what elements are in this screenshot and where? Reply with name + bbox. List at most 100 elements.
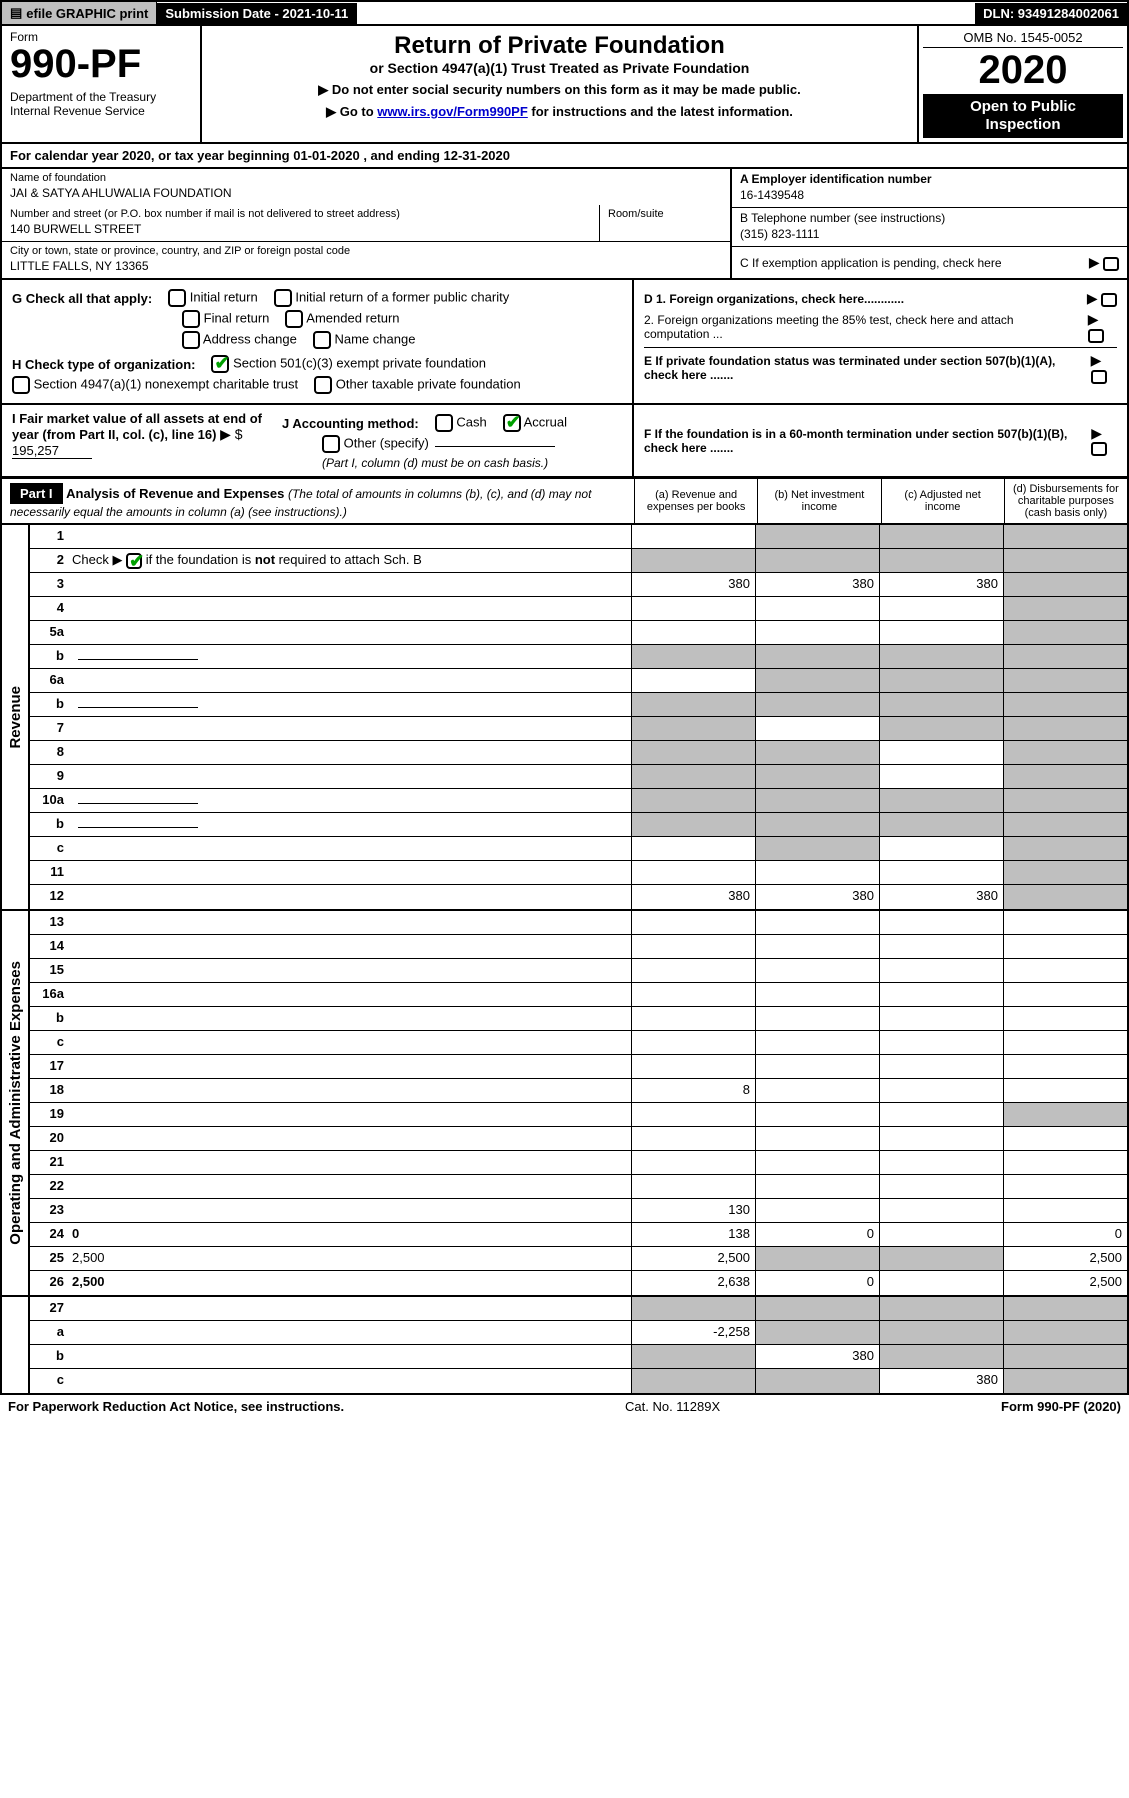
- cell-a: [631, 1055, 755, 1078]
- line-description: [68, 1369, 631, 1393]
- line-number: 5a: [30, 621, 68, 644]
- cell-d: 2,500: [1003, 1271, 1127, 1295]
- line-description: 2,500: [68, 1271, 631, 1295]
- cell-c: [879, 1223, 1003, 1246]
- table-row: 17: [30, 1055, 1127, 1079]
- table-row: 13: [30, 911, 1127, 935]
- line-number: 2: [30, 549, 68, 572]
- j-note: (Part I, column (d) must be on cash basi…: [282, 456, 622, 470]
- checkbox-c[interactable]: [1103, 257, 1119, 271]
- cell-d: [1003, 1345, 1127, 1368]
- goto-prefix: ▶ Go to: [326, 104, 377, 119]
- line-description: [68, 911, 631, 934]
- cell-c: [879, 1127, 1003, 1150]
- line-number: 8: [30, 741, 68, 764]
- table-row: 9: [30, 765, 1127, 789]
- cell-b: [755, 1369, 879, 1393]
- checkbox-501c3[interactable]: [211, 355, 229, 373]
- cell-b: [755, 1031, 879, 1054]
- d1-label: D 1. Foreign organizations, check here..…: [644, 292, 904, 306]
- checkbox-name-change[interactable]: [313, 331, 331, 349]
- line-number: b: [30, 813, 68, 836]
- line-number: 14: [30, 935, 68, 958]
- line-number: 16a: [30, 983, 68, 1006]
- open-public-badge: Open to Public Inspection: [923, 94, 1123, 138]
- cell-b: [755, 525, 879, 548]
- cell-a: [631, 693, 755, 716]
- cell-a: 130: [631, 1199, 755, 1222]
- checkbox-accrual[interactable]: [503, 414, 521, 432]
- efile-label: efile GRAPHIC print: [26, 6, 148, 21]
- line-number: 12: [30, 885, 68, 909]
- cell-d: [1003, 621, 1127, 644]
- cell-d: [1003, 935, 1127, 958]
- line-description: 0: [68, 1223, 631, 1246]
- line-number: 11: [30, 861, 68, 884]
- checkbox-initial-former[interactable]: [274, 289, 292, 307]
- table-row: 10a: [30, 789, 1127, 813]
- cell-d: [1003, 1151, 1127, 1174]
- c-label: C If exemption application is pending, c…: [740, 256, 1002, 270]
- cell-c: [879, 935, 1003, 958]
- checkbox-amended[interactable]: [285, 310, 303, 328]
- cell-c: [879, 861, 1003, 884]
- tax-year: 2020: [923, 48, 1123, 92]
- g-label: G Check all that apply:: [12, 291, 152, 306]
- ein-cell: A Employer identification number 16-1439…: [732, 169, 1127, 208]
- cell-a: [631, 1297, 755, 1320]
- checkbox-d1[interactable]: [1101, 293, 1117, 307]
- cell-a: [631, 765, 755, 788]
- cell-a: 2,638: [631, 1271, 755, 1295]
- efile-print-button[interactable]: ▤ efile GRAPHIC print: [2, 2, 157, 24]
- form-link[interactable]: www.irs.gov/Form990PF: [377, 104, 528, 119]
- table-row: 19: [30, 1103, 1127, 1127]
- cell-c: [879, 1007, 1003, 1030]
- line-description: [68, 1151, 631, 1174]
- irs: Internal Revenue Service: [10, 104, 192, 118]
- table-row: c380: [30, 1369, 1127, 1393]
- cell-d: [1003, 741, 1127, 764]
- checkbox-other-acct[interactable]: [322, 435, 340, 453]
- line-number: c: [30, 1031, 68, 1054]
- exemption-pending: C If exemption application is pending, c…: [732, 251, 1127, 274]
- line-number: b: [30, 693, 68, 716]
- table-row: 4: [30, 597, 1127, 621]
- table-row: 20: [30, 1127, 1127, 1151]
- checkbox-cash[interactable]: [435, 414, 453, 432]
- cell-a: [631, 1175, 755, 1198]
- line-number: 3: [30, 573, 68, 596]
- cell-d: [1003, 1103, 1127, 1126]
- ein-label: A Employer identification number: [740, 172, 1119, 186]
- checkbox-f[interactable]: [1091, 442, 1107, 456]
- checkbox-addr-change[interactable]: [182, 331, 200, 349]
- line-number: 6a: [30, 669, 68, 692]
- checkbox-initial[interactable]: [168, 289, 186, 307]
- room-suite: Room/suite: [600, 205, 730, 242]
- cell-c: [879, 669, 1003, 692]
- checkbox-final[interactable]: [182, 310, 200, 328]
- table-row: 24013800: [30, 1223, 1127, 1247]
- cell-b: [755, 1247, 879, 1270]
- part1-title: Analysis of Revenue and Expenses: [66, 486, 284, 501]
- line-number: 20: [30, 1127, 68, 1150]
- checkbox-4947[interactable]: [12, 376, 30, 394]
- table-row: 12380380380: [30, 885, 1127, 909]
- cell-d: [1003, 549, 1127, 572]
- part1-badge: Part I: [10, 483, 63, 504]
- cell-a: [631, 789, 755, 812]
- cell-c: [879, 525, 1003, 548]
- cell-b: [755, 549, 879, 572]
- form-header: Form 990-PF Department of the Treasury I…: [0, 26, 1129, 144]
- expense-rows: 13141516abc17188192021222313024013800252…: [30, 911, 1127, 1295]
- cell-b: [755, 1199, 879, 1222]
- cell-a: [631, 1031, 755, 1054]
- line-number: 23: [30, 1199, 68, 1222]
- note-goto: ▶ Go to www.irs.gov/Form990PF for instru…: [212, 104, 907, 120]
- checkbox-e[interactable]: [1091, 370, 1107, 384]
- cell-b: [755, 789, 879, 812]
- checkbox-d2[interactable]: [1088, 329, 1104, 343]
- table-row: 3380380380: [30, 573, 1127, 597]
- checkbox-other-taxable[interactable]: [314, 376, 332, 394]
- entity-info: Name of foundation JAI & SATYA AHLUWALIA…: [0, 169, 1129, 280]
- cell-b: [755, 597, 879, 620]
